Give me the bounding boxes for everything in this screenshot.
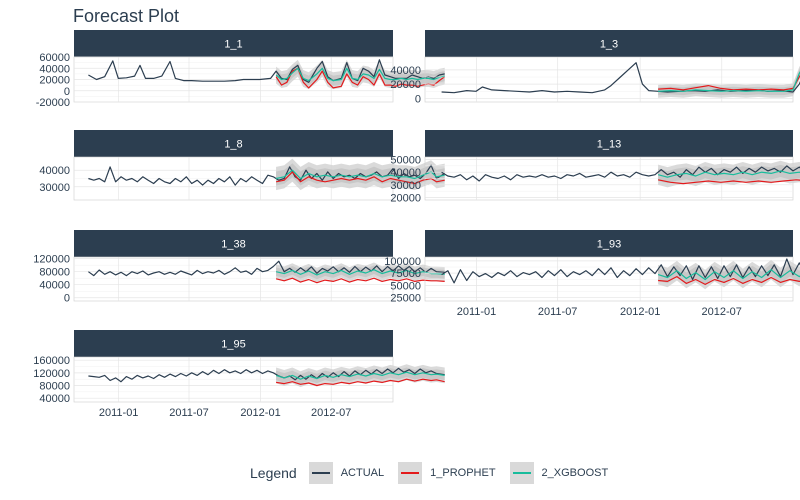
series-actual	[441, 258, 800, 284]
panel-border	[424, 56, 794, 103]
series-prophet	[657, 179, 800, 185]
series-xgboost	[275, 269, 445, 276]
y-tick-label: 120000	[33, 254, 70, 266]
series-xgboost	[657, 269, 800, 281]
series-prophet	[276, 378, 445, 387]
series-xgboost	[275, 67, 445, 82]
panel-strip	[425, 30, 793, 57]
series-actual	[88, 367, 445, 383]
x-tick-label: 2011-01	[99, 407, 139, 419]
panel-strip	[74, 230, 393, 257]
x-tick-label: 2012-01	[620, 306, 660, 318]
panel-strip	[425, 230, 793, 257]
series-actual	[441, 62, 800, 94]
y-tick-label: 75000	[390, 268, 421, 280]
panel-border	[73, 256, 394, 302]
legend-label-prophet: 1_PROPHET	[430, 467, 496, 479]
series-prophet	[658, 276, 800, 285]
y-tick-label: 50000	[390, 280, 421, 292]
legend-label-xgboost: 2_XGBOOST	[541, 467, 609, 479]
x-tick-label: 2012-01	[240, 407, 280, 419]
panel-strip	[425, 130, 793, 157]
panel-strip-label: 1_3	[600, 39, 618, 51]
y-tick-label: 30000	[390, 180, 421, 192]
panel-strip-label: 1_1	[224, 39, 242, 51]
y-tick-label: 40000	[390, 65, 421, 77]
y-tick-label: 80000	[39, 381, 70, 393]
y-tick-label: 40000	[390, 167, 421, 179]
y-tick-label: -20000	[36, 97, 70, 109]
legend-title: Legend	[250, 465, 297, 481]
x-tick-label: 2011-01	[457, 306, 497, 318]
y-tick-label: 20000	[390, 79, 421, 91]
y-tick-label: 60000	[39, 52, 70, 64]
series-prophet	[275, 171, 445, 185]
x-tick-label: 2011-07	[169, 407, 209, 419]
legend-key-xgboost	[509, 462, 534, 484]
page-title: Forecast Plot	[73, 6, 180, 26]
y-tick-label: 50000	[390, 155, 421, 167]
y-tick-label: 40000	[39, 280, 70, 292]
series-actual	[88, 260, 445, 277]
x-tick-label: 2012-07	[702, 306, 742, 318]
y-tick-label: 20000	[390, 192, 421, 204]
series-prophet	[275, 67, 446, 89]
y-tick-label: 160000	[33, 355, 70, 367]
y-tick-label: 120000	[33, 368, 70, 380]
panel-1_3: 1_3 0 20000 40000	[390, 30, 800, 105]
x-tick-label: 2011-07	[538, 306, 578, 318]
y-tick-label: 0	[415, 93, 421, 105]
y-tick-label: 80000	[39, 267, 70, 279]
series-prophet	[275, 277, 445, 284]
y-tick-label: 40000	[39, 393, 70, 405]
panel-strip-label: 1_13	[597, 139, 621, 151]
y-tick-label: 30000	[39, 182, 70, 194]
y-tick-label: 0	[64, 86, 70, 98]
legend-key-prophet	[398, 462, 423, 484]
panel-strip	[74, 130, 393, 157]
panel-strip-label: 1_38	[221, 239, 245, 251]
panel-strip	[74, 30, 393, 57]
series-xgboost	[275, 169, 445, 180]
y-tick-label: 0	[64, 293, 70, 305]
panel-strip-label: 1_8	[224, 139, 242, 151]
panel-strip-label: 1_95	[221, 339, 245, 351]
legend-key-actual	[308, 462, 333, 484]
x-tick-label: 2012-07	[311, 407, 351, 419]
series-xgboost	[657, 170, 800, 178]
y-tick-label: 40000	[39, 63, 70, 75]
y-tick-label: 25000	[390, 293, 421, 305]
panel-strip	[74, 330, 393, 357]
legend: Legend ACTUAL 1_PROPHET 2_XGBOOST	[250, 462, 622, 484]
series-xgboost	[658, 71, 800, 92]
panel-strip-label: 1_93	[597, 239, 621, 251]
y-tick-label: 20000	[39, 75, 70, 87]
series-prophet	[658, 74, 800, 91]
legend-label-actual: ACTUAL	[340, 467, 385, 479]
y-tick-label: 40000	[39, 165, 70, 177]
series-actual	[88, 59, 445, 83]
series-xgboost	[275, 371, 445, 380]
y-tick-label: 100000	[384, 256, 421, 268]
